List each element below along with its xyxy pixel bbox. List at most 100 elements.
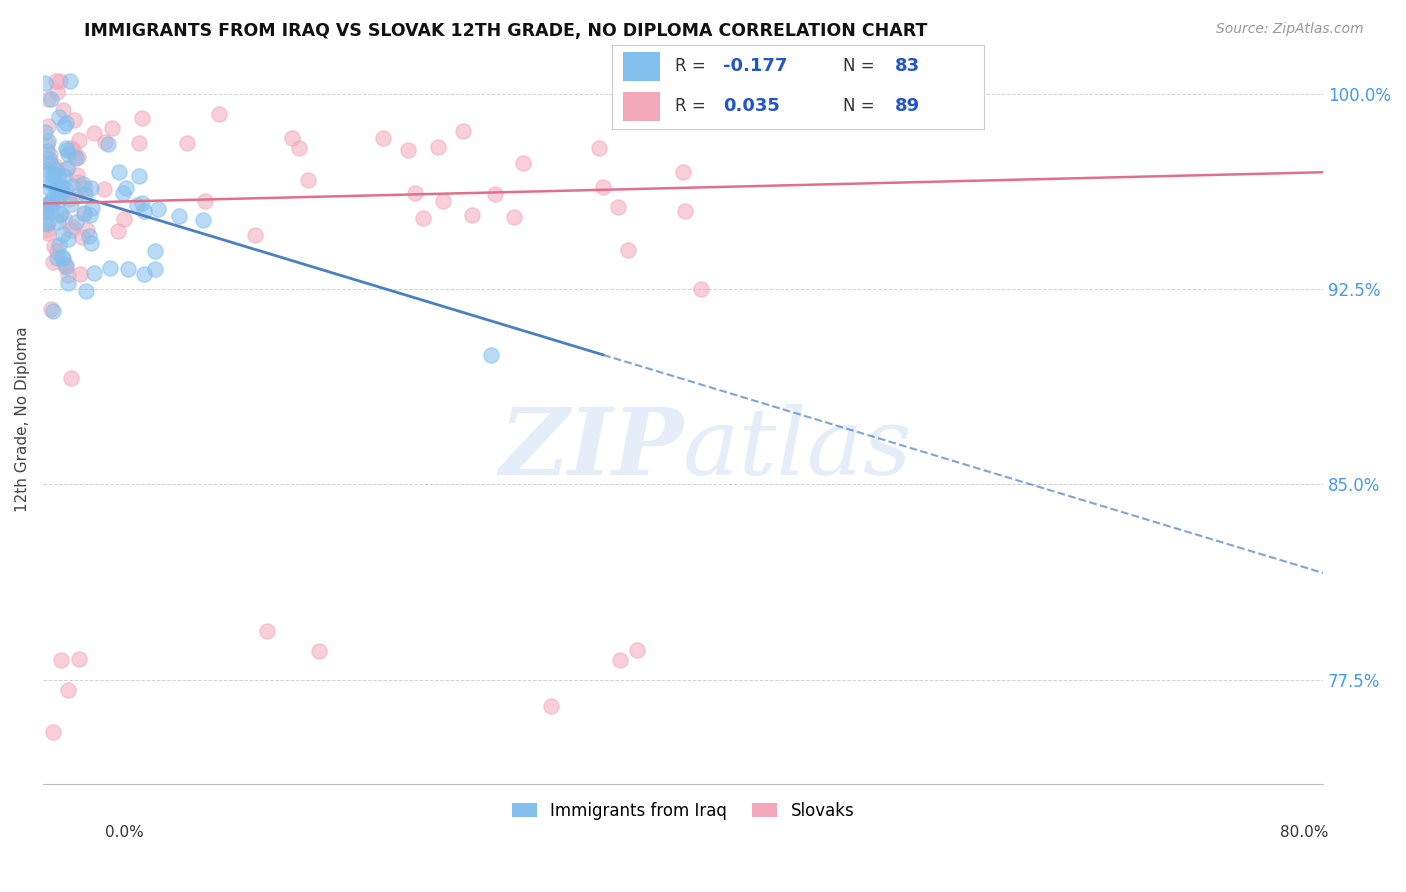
Point xyxy=(52,257,75,271)
Text: 89: 89 xyxy=(894,96,920,114)
Point xyxy=(479,348,502,362)
Point xyxy=(52,251,75,265)
Point xyxy=(37,93,59,107)
Point xyxy=(46,169,69,183)
Point xyxy=(75,186,97,201)
Text: -0.177: -0.177 xyxy=(723,57,787,75)
Point xyxy=(35,203,58,218)
Point xyxy=(128,169,150,184)
Point xyxy=(35,137,58,152)
Point xyxy=(77,228,100,243)
Point xyxy=(66,150,89,164)
Point xyxy=(308,643,330,657)
Point xyxy=(131,196,153,211)
Point xyxy=(72,230,94,244)
Point xyxy=(167,209,190,223)
Point xyxy=(48,111,70,125)
Point xyxy=(34,205,56,219)
Point xyxy=(55,116,77,130)
Point xyxy=(79,208,101,222)
Point xyxy=(53,182,76,196)
Point xyxy=(616,81,638,95)
Point xyxy=(37,120,59,134)
Point xyxy=(93,135,115,149)
Point xyxy=(48,237,70,252)
Point xyxy=(114,211,136,226)
Point xyxy=(75,285,97,299)
Point xyxy=(65,215,87,229)
Point xyxy=(143,261,166,276)
Point xyxy=(288,141,311,155)
Point xyxy=(42,167,65,181)
Point xyxy=(93,182,115,196)
Point xyxy=(56,276,79,290)
Point xyxy=(72,177,94,191)
Point xyxy=(51,250,73,264)
Point xyxy=(37,201,59,215)
Point xyxy=(49,653,72,667)
Point xyxy=(45,163,67,178)
Point xyxy=(42,169,65,184)
Point xyxy=(62,219,84,234)
Point xyxy=(69,267,91,281)
Point xyxy=(34,125,56,139)
Point xyxy=(37,134,59,148)
Point xyxy=(56,143,79,157)
Point xyxy=(52,103,75,117)
Point xyxy=(34,216,56,230)
Point xyxy=(34,203,56,218)
Point xyxy=(56,232,79,246)
Point xyxy=(626,643,648,657)
Point xyxy=(617,243,640,257)
Point xyxy=(606,200,628,214)
Point xyxy=(58,147,80,161)
Point xyxy=(49,186,72,201)
Point xyxy=(115,181,138,195)
Text: ZIP: ZIP xyxy=(499,403,683,493)
Point xyxy=(45,74,67,88)
Point xyxy=(49,179,72,194)
Point xyxy=(51,179,73,194)
Point xyxy=(132,267,155,281)
Text: N =: N = xyxy=(842,57,880,75)
Point xyxy=(63,149,86,163)
Point xyxy=(52,227,75,241)
Point xyxy=(46,251,69,265)
Point xyxy=(132,204,155,219)
Point xyxy=(592,179,614,194)
Point xyxy=(65,151,87,165)
Point xyxy=(125,198,148,212)
Point xyxy=(48,74,70,88)
Point xyxy=(484,187,506,202)
Text: R =: R = xyxy=(675,96,711,114)
Point xyxy=(461,208,484,222)
Point xyxy=(35,223,58,237)
Point xyxy=(46,178,69,193)
Point xyxy=(297,173,319,187)
Point xyxy=(37,227,59,241)
Point xyxy=(41,177,63,191)
Point xyxy=(67,175,90,189)
Point xyxy=(56,162,79,177)
Point xyxy=(41,192,63,206)
Point xyxy=(59,197,82,211)
Bar xyxy=(623,92,659,120)
Point xyxy=(451,124,474,138)
Point xyxy=(41,199,63,213)
Point xyxy=(38,156,60,170)
Point xyxy=(690,282,713,296)
Point xyxy=(53,119,76,133)
Point xyxy=(128,136,150,151)
Bar xyxy=(623,53,659,81)
Point xyxy=(42,239,65,253)
Point xyxy=(404,186,426,200)
Point xyxy=(281,131,304,145)
Point xyxy=(146,202,169,217)
Point xyxy=(588,141,610,155)
Point xyxy=(208,107,231,121)
Point xyxy=(101,121,124,136)
Point xyxy=(49,207,72,221)
Point xyxy=(39,301,62,316)
Legend: Immigrants from Iraq, Slovaks: Immigrants from Iraq, Slovaks xyxy=(505,795,860,826)
Point xyxy=(56,682,79,697)
